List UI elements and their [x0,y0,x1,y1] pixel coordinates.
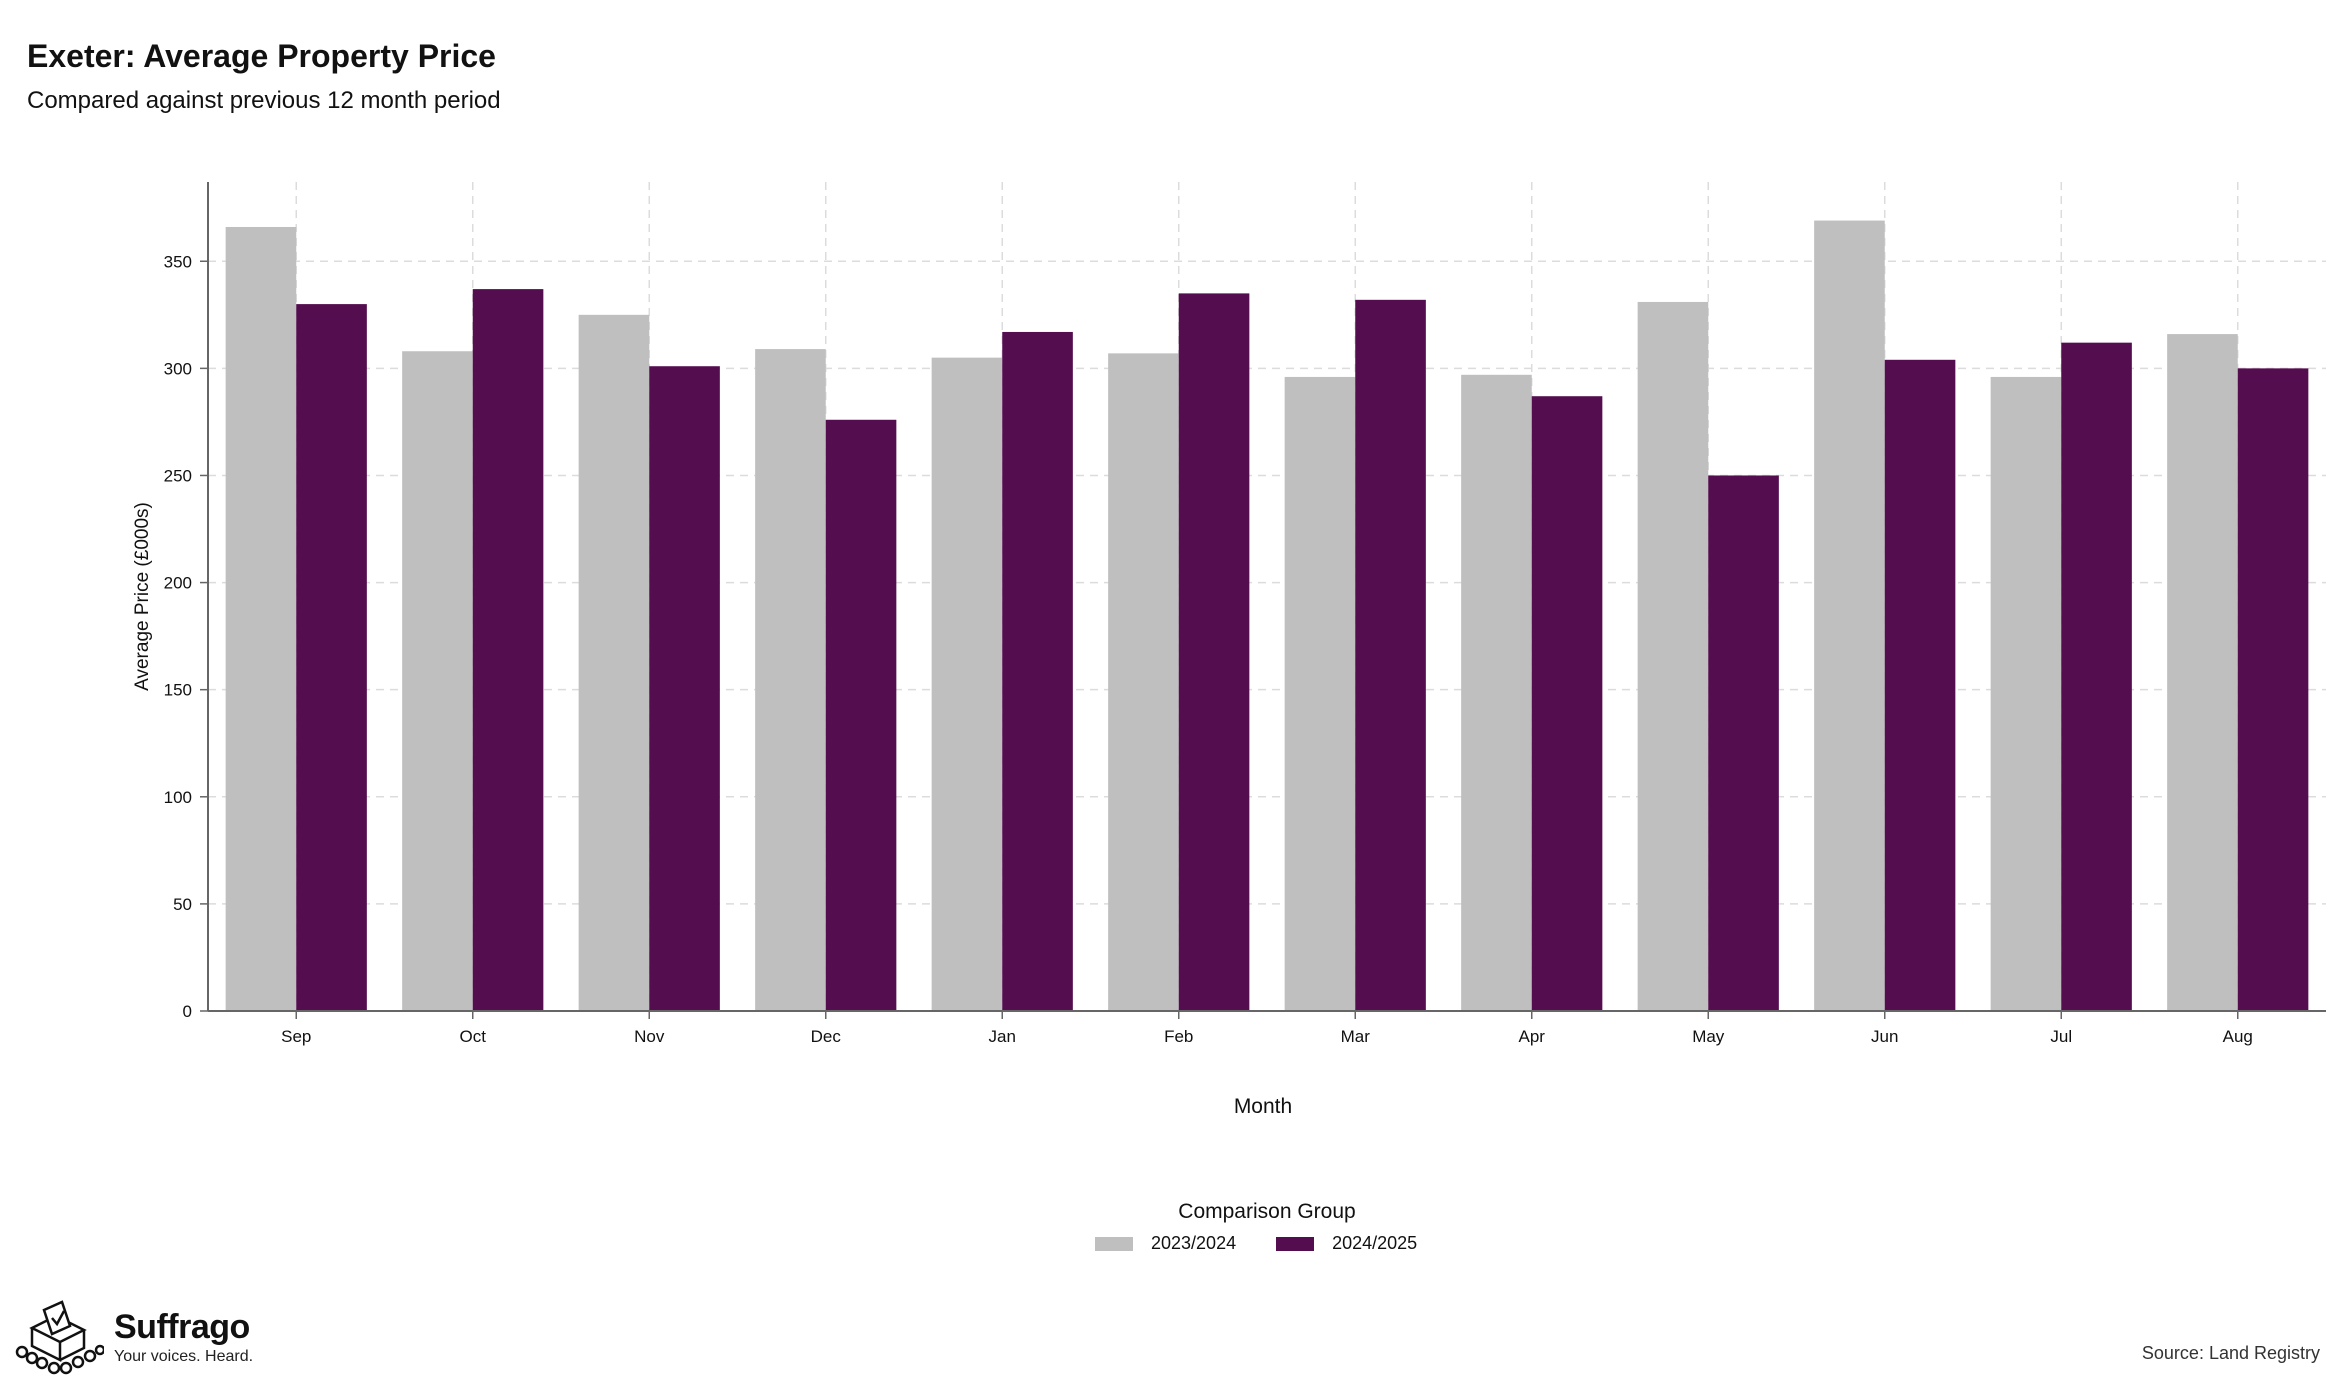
bar-2024-2025-mar [1355,299,1426,1011]
bars [225,220,2309,1012]
x-tick-label: Apr [1519,1027,1546,1046]
legend-item-2023: 2023/2024 [1095,1233,1236,1254]
bar-2023-2024-jul [1990,376,2062,1011]
bar-2024-2025-jul [2061,342,2132,1011]
y-tick-label: 50 [173,895,192,914]
x-tick-label: Jan [989,1027,1016,1046]
bar-2023-2024-oct [402,351,473,1011]
x-tick-label: Mar [1341,1027,1371,1046]
y-tick-label: 250 [164,466,192,485]
bar-2023-2024-nov [578,314,650,1011]
bar-2023-2024-jan [931,357,1003,1011]
y-axis-title: Average Price (£000s) [132,502,153,691]
brand-tagline: Your voices. Heard. [114,1348,254,1365]
tick-labels: 0 50 100 150 200 250 300 350 Sep Oct Nov Dec Jan Feb M… [132,252,2253,1118]
chart-subtitle: Compared against previous 12 month perio… [27,87,501,114]
bar-2024-2025-aug [2237,368,2309,1011]
y-tick-label: 150 [164,681,192,700]
y-tick-label: 0 [183,1002,192,1021]
bar-2023-2024-dec [755,349,826,1011]
y-tick-label: 100 [164,788,192,807]
legend-swatch-2024 [1276,1236,1315,1251]
bar-2024-2025-nov [649,366,720,1011]
legend-title: Comparison Group [1178,1200,1356,1223]
bar-2024-2025-oct [472,289,544,1011]
x-tick-label: Dec [811,1027,842,1046]
y-tick-label: 350 [164,252,192,271]
x-tick-label: Sep [281,1027,311,1046]
ballot-box-icon [15,1300,104,1375]
bar-2023-2024-jun [1814,220,1885,1012]
chart-title: Exeter: Average Property Price [27,38,496,74]
bar-2023-2024-sep [225,226,297,1011]
legend-label-2024: 2024/2025 [1332,1233,1418,1253]
bar-2023-2024-apr [1461,374,1532,1011]
bar-2024-2025-jun [1884,359,1956,1011]
bar-2023-2024-may [1637,301,1709,1012]
x-tick-label: Nov [634,1027,665,1046]
x-tick-label: Feb [1164,1027,1193,1046]
y-tick-label: 200 [164,574,192,593]
bar-2024-2025-jan [1002,331,1073,1011]
x-tick-label: Jun [1871,1027,1898,1046]
legend-swatch-2023 [1095,1236,1133,1251]
bar-2024-2025-dec [825,419,897,1011]
x-tick-label: Oct [460,1027,487,1046]
bar-2023-2024-feb [1108,353,1179,1011]
legend-label-2023: 2023/2024 [1151,1233,1237,1253]
y-tick-label: 300 [164,359,192,378]
source-note: Source: Land Registry [2141,1343,2320,1363]
bar-2024-2025-apr [1531,396,1603,1011]
bar-2024-2025-sep [296,304,367,1011]
x-tick-label: Jul [2050,1027,2072,1046]
bar-2024-2025-feb [1178,293,1250,1012]
bar-chart: 0 50 100 150 200 250 300 350 Sep Oct Nov Dec Jan Feb M… [132,182,2326,1118]
x-tick-label: May [1692,1027,1725,1046]
legend: 2023/2024 2024/2025 [1095,1233,1457,1254]
brand-logo: Suffrago Your voices. Heard. [14,1296,253,1378]
x-axis-title: Month [1234,1095,1292,1118]
x-tick-label: Aug [2223,1027,2253,1046]
legend-item-2024: 2024/2025 [1276,1233,1417,1254]
bar-2023-2024-mar [1284,376,1356,1011]
bar-2024-2025-may [1708,475,1779,1011]
bar-2023-2024-aug [2167,334,2238,1011]
brand-name: Suffrago [114,1308,250,1346]
axes [200,182,2326,1019]
